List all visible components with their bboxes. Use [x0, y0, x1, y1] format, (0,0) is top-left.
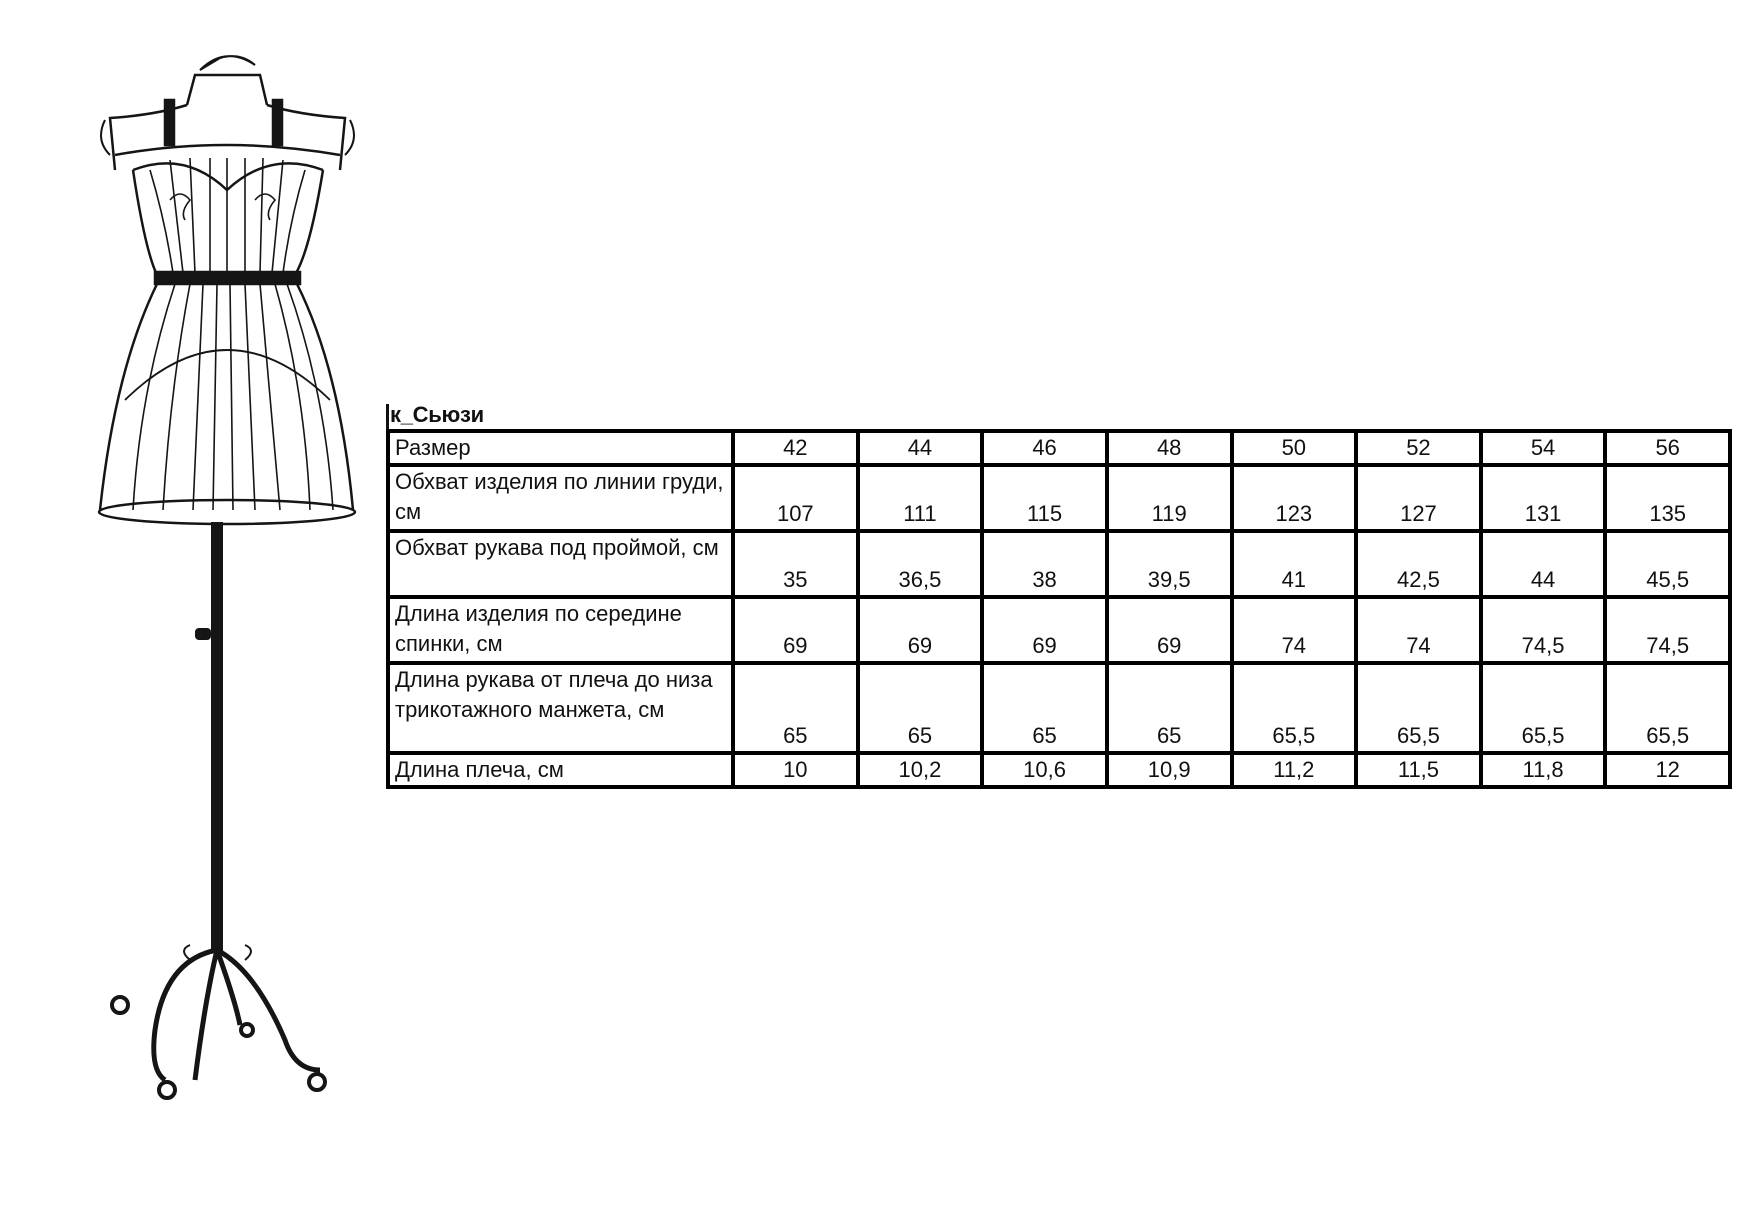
value-cell: 65,5	[1354, 661, 1483, 755]
size-cell: 42	[731, 429, 860, 467]
value-cell: 65,5	[1229, 661, 1359, 755]
value-cell: 65,5	[1603, 661, 1732, 755]
value-cell: 69	[731, 595, 860, 665]
title-marker	[386, 404, 389, 432]
value-cell: 127	[1354, 463, 1483, 533]
value-cell: 65	[731, 661, 860, 755]
table-row: Обхват изделия по линии груди, см 107 111 1…	[386, 463, 1732, 533]
size-cell: 46	[980, 429, 1109, 467]
value-cell: 69	[980, 595, 1109, 665]
value-cell: 39,5	[1104, 529, 1234, 599]
size-cell: 48	[1104, 429, 1234, 467]
row-label: Обхват изделия по линии груди, см	[386, 463, 735, 533]
value-cell: 35	[731, 529, 860, 599]
value-cell: 69	[1104, 595, 1234, 665]
size-cell: 44	[855, 429, 985, 467]
size-cell: 52	[1354, 429, 1483, 467]
value-cell: 107	[731, 463, 860, 533]
size-chart-table: Размер 42 44 46 48 50 52 54 56 Обхват из…	[386, 429, 1732, 789]
value-cell: 74,5	[1478, 595, 1608, 665]
value-cell: 131	[1478, 463, 1608, 533]
value-cell: 65	[980, 661, 1109, 755]
value-cell: 111	[855, 463, 985, 533]
value-cell: 135	[1603, 463, 1732, 533]
value-cell: 44	[1478, 529, 1608, 599]
row-label: Обхват рукава под проймой, см	[386, 529, 735, 599]
row-label: Длина рукава от плеча до низа трикотажно…	[386, 661, 735, 755]
value-cell: 12	[1603, 751, 1732, 789]
value-cell: 36,5	[855, 529, 985, 599]
value-cell: 41	[1229, 529, 1359, 599]
value-cell: 11,8	[1478, 751, 1608, 789]
value-cell: 123	[1229, 463, 1359, 533]
size-cell: 54	[1478, 429, 1608, 467]
value-cell: 10,9	[1104, 751, 1234, 789]
table-header-row: Размер 42 44 46 48 50 52 54 56	[386, 429, 1732, 467]
value-cell: 45,5	[1603, 529, 1732, 599]
value-cell: 65,5	[1478, 661, 1608, 755]
table-row: Длина плеча, см 10 10,2 10,6 10,9 11,2 11,5 11,…	[386, 751, 1732, 789]
value-cell: 74	[1229, 595, 1359, 665]
value-cell: 69	[855, 595, 985, 665]
row-label: Длина плеча, см	[386, 751, 735, 789]
header-label: Размер	[386, 429, 735, 467]
value-cell: 65	[855, 661, 985, 755]
value-cell: 10,6	[980, 751, 1109, 789]
value-cell: 115	[980, 463, 1109, 533]
table-row: Длина рукава от плеча до низа трикотажно…	[386, 661, 1732, 755]
table-title: к_Сьюзи	[390, 402, 484, 427]
row-label: Длина изделия по середине спинки, см	[386, 595, 735, 665]
value-cell: 10	[731, 751, 860, 789]
table-row: Обхват рукава под проймой, см 35 36,5 38 39,…	[386, 529, 1732, 599]
value-cell: 74,5	[1603, 595, 1732, 665]
size-cell: 56	[1603, 429, 1732, 467]
table-row: Длина изделия по середине спинки, см 69 69…	[386, 595, 1732, 665]
size-cell: 50	[1229, 429, 1359, 467]
value-cell: 119	[1104, 463, 1234, 533]
value-cell: 11,2	[1229, 751, 1359, 789]
value-cell: 74	[1354, 595, 1483, 665]
value-cell: 11,5	[1354, 751, 1483, 789]
value-cell: 65	[1104, 661, 1234, 755]
value-cell: 42,5	[1354, 529, 1483, 599]
value-cell: 38	[980, 529, 1109, 599]
wire-mannequin-image	[97, 55, 357, 1100]
value-cell: 10,2	[855, 751, 985, 789]
